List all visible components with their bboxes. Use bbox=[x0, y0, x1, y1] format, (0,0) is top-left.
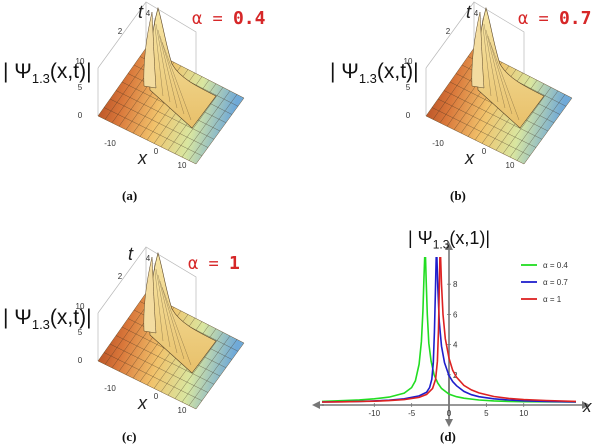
series-1-left bbox=[321, 256, 437, 403]
x-tick-label--5: -5 bbox=[408, 409, 416, 418]
surface-spike-left-0 bbox=[143, 11, 157, 89]
panel-a-t-label: t bbox=[138, 2, 144, 22]
panel-b-x-label: x bbox=[465, 148, 474, 168]
surface-2-z-tick-10: 10 bbox=[76, 302, 85, 311]
surface-1-t-tick-2: 2 bbox=[446, 27, 451, 36]
y-tick-label-4: 4 bbox=[453, 341, 458, 350]
panel-b-zlabel: | Ψ1.3(x,t)| bbox=[330, 60, 419, 87]
surface-spike-left-2 bbox=[143, 256, 157, 334]
surface-panel-2: 0 5 10 -10 0 10 2 4 bbox=[76, 246, 245, 415]
x-tick-label-0: 0 bbox=[447, 409, 452, 418]
surface-spike-mesh-2 bbox=[153, 262, 192, 366]
panel-c-x-label: x bbox=[138, 393, 147, 413]
surface-2-x-tick-0: 0 bbox=[154, 392, 159, 401]
series-2-left bbox=[321, 256, 441, 403]
panel-c-t-label: t bbox=[128, 244, 134, 264]
panel-c-alpha-label: α = 1 bbox=[188, 253, 240, 274]
x-tick-label-5: 5 bbox=[484, 409, 489, 418]
panel-b-caption: (b) bbox=[450, 188, 466, 203]
legend-label-1: α = 0.7 bbox=[543, 278, 568, 287]
legend: α = 0.4 α = 0.7 α = 1 bbox=[521, 261, 568, 304]
series-1-right bbox=[436, 256, 577, 403]
surface-2-x-tick-10: 10 bbox=[178, 406, 187, 415]
panel-b-t-label: t bbox=[466, 2, 472, 22]
series-0-left bbox=[321, 256, 426, 403]
x-tick-label--10: -10 bbox=[369, 409, 381, 418]
surface-2-z-tick-5: 5 bbox=[78, 328, 83, 337]
panel-a-zlabel: | Ψ1.3(x,t)| bbox=[3, 60, 92, 87]
x-tick-label-10: 10 bbox=[519, 409, 528, 418]
panel-b-alpha-label: α = 0.7 bbox=[518, 8, 592, 29]
surface-panel-1: 0 5 10 -10 0 10 2 4 bbox=[404, 1, 573, 170]
surface-0-x-tick-10: 10 bbox=[178, 161, 187, 170]
surface-2-z-tick-0: 0 bbox=[78, 356, 83, 365]
surface-0-t-tick-2: 2 bbox=[118, 27, 123, 36]
panel-a-caption: (a) bbox=[122, 188, 138, 203]
surface-1-z-tick-0: 0 bbox=[406, 111, 411, 120]
surface-1-x-tick-10: 10 bbox=[506, 161, 515, 170]
panel-d-caption: (d) bbox=[440, 429, 456, 444]
surface-2-t-tick-2: 2 bbox=[118, 272, 123, 281]
surface-1-x-tick-0: 0 bbox=[482, 147, 487, 156]
series-2-right bbox=[439, 256, 577, 403]
panel-c-caption: (c) bbox=[122, 429, 137, 444]
legend-label-0: α = 0.4 bbox=[543, 261, 568, 270]
surface-0-t-tick-4: 4 bbox=[146, 9, 151, 18]
surface-1-x-tick-neg10: -10 bbox=[432, 139, 444, 148]
surface-1-z-tick-10: 10 bbox=[404, 57, 413, 66]
y-tick-label-8: 8 bbox=[453, 280, 458, 289]
panel-a-x-label: x bbox=[138, 148, 147, 168]
surface-2-x-tick-neg10: -10 bbox=[104, 384, 116, 393]
surface-spike-mesh-1 bbox=[481, 17, 520, 121]
series-0-right bbox=[424, 256, 577, 403]
panel-d-title: | Ψ1.3(x,1)| bbox=[408, 228, 491, 252]
surface-1-z-tick-5: 5 bbox=[406, 83, 411, 92]
panel-a-alpha-label: α = 0.4 bbox=[192, 8, 266, 29]
surface-spike-mesh-0 bbox=[153, 17, 192, 121]
panel-c-zlabel: | Ψ1.3(x,t)| bbox=[3, 306, 92, 333]
surface-0-z-tick-10: 10 bbox=[76, 57, 85, 66]
surface-0-z-tick-0: 0 bbox=[78, 111, 83, 120]
surface-panel-0: 0 5 10 -10 0 10 2 4 bbox=[76, 1, 245, 170]
y-tick-label-6: 6 bbox=[453, 310, 458, 319]
surface-spike-left-1 bbox=[471, 11, 485, 89]
surface-0-x-tick-neg10: -10 bbox=[104, 139, 116, 148]
legend-label-2: α = 1 bbox=[543, 295, 562, 304]
surface-1-t-tick-4: 4 bbox=[474, 9, 479, 18]
surface-0-x-tick-0: 0 bbox=[154, 147, 159, 156]
surface-0-z-tick-5: 5 bbox=[78, 83, 83, 92]
surface-2-t-tick-4: 4 bbox=[146, 254, 151, 263]
panel-d-x-label: x bbox=[583, 397, 592, 416]
